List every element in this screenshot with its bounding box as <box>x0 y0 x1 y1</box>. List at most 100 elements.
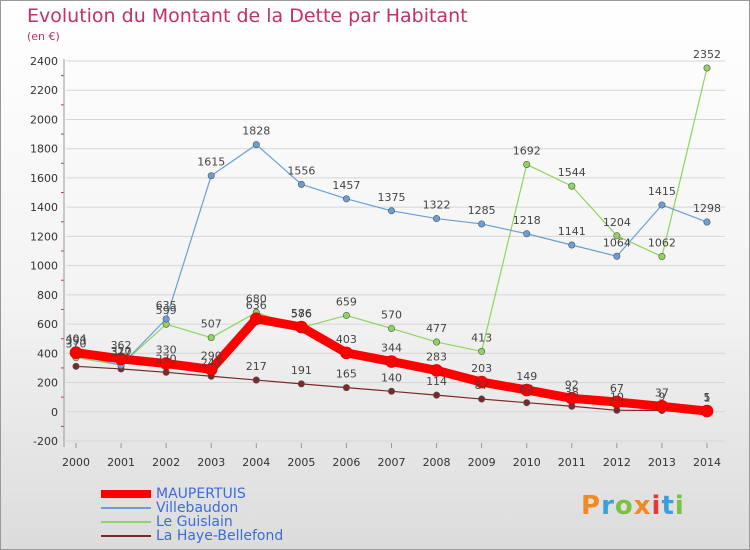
data-label: 1218 <box>513 214 541 227</box>
x-tick-label: 2000 <box>62 456 90 469</box>
data-label: 1828 <box>242 125 270 138</box>
data-point <box>478 347 486 355</box>
data-label: 1692 <box>513 144 541 157</box>
x-tick-label: 2001 <box>107 456 135 469</box>
x-tick-label: 2011 <box>558 456 586 469</box>
data-point <box>72 362 80 370</box>
data-label: 140 <box>381 371 402 384</box>
data-label: 393 <box>66 334 87 347</box>
legend-item: Le Guislain <box>101 514 283 530</box>
logo-letter: t <box>661 491 675 521</box>
data-label: 67 <box>610 382 624 395</box>
data-label: 477 <box>426 322 447 335</box>
data-point <box>387 387 395 395</box>
data-label: 1556 <box>287 164 315 177</box>
data-label: 344 <box>381 341 402 354</box>
data-label: 576 <box>291 308 312 321</box>
x-tick-label: 2007 <box>378 456 406 469</box>
y-tick-label: 1200 <box>30 230 58 243</box>
data-label: 1375 <box>378 191 406 204</box>
data-point <box>207 172 215 180</box>
data-label: 1285 <box>468 204 496 217</box>
data-label: 1141 <box>558 225 586 238</box>
y-tick-label: 1000 <box>30 260 58 273</box>
data-label: 270 <box>156 352 177 365</box>
y-tick-label: 400 <box>37 347 58 360</box>
data-label: 1204 <box>603 216 631 229</box>
data-label: 1062 <box>648 237 676 250</box>
data-label: 2352 <box>693 48 721 61</box>
chart-subtitle: (en €) <box>27 30 60 43</box>
y-tick-label: 2400 <box>30 55 58 68</box>
data-point <box>475 375 488 389</box>
data-point <box>114 352 128 366</box>
data-point <box>520 383 534 397</box>
x-tick-label: 2008 <box>423 456 451 469</box>
data-point <box>162 315 170 323</box>
data-point <box>523 230 531 238</box>
x-tick-label: 2002 <box>152 456 180 469</box>
data-point <box>658 253 666 261</box>
data-point <box>523 399 531 407</box>
data-point <box>700 404 714 418</box>
x-tick-label: 2012 <box>603 456 631 469</box>
data-label: 1298 <box>693 202 721 215</box>
y-tick-label: 1600 <box>30 172 58 185</box>
logo-letter: r <box>601 491 615 521</box>
x-tick-label: 2013 <box>648 456 676 469</box>
data-label: 659 <box>336 295 357 308</box>
y-tick-label: -200 <box>33 435 58 448</box>
data-point <box>340 346 353 360</box>
data-label: 203 <box>471 362 492 375</box>
data-label: 320 <box>111 345 132 358</box>
x-tick-label: 2010 <box>513 456 541 469</box>
data-point <box>69 346 83 360</box>
data-point <box>342 195 350 203</box>
data-point <box>655 400 669 413</box>
data-point <box>568 182 576 190</box>
data-label: 362 <box>111 339 132 352</box>
data-label: 62 <box>520 383 534 396</box>
data-point <box>252 141 260 149</box>
legend-swatch <box>101 521 151 523</box>
data-label: 243 <box>201 356 222 369</box>
x-tick-label: 2005 <box>287 456 315 469</box>
data-label: 165 <box>336 368 357 381</box>
data-point <box>613 232 621 240</box>
data-point <box>568 241 576 249</box>
data-point <box>207 334 215 342</box>
data-point <box>385 355 398 368</box>
data-label: 507 <box>201 318 222 331</box>
data-point <box>342 384 350 392</box>
logo-letter: x <box>633 491 652 521</box>
logo-letter: i <box>651 491 662 521</box>
data-label: 1544 <box>558 166 586 179</box>
data-label: 149 <box>516 370 537 383</box>
x-tick-label: 2006 <box>332 456 360 469</box>
legend-swatch <box>101 490 151 498</box>
data-point <box>387 324 395 332</box>
data-label: 114 <box>426 375 447 388</box>
data-point <box>523 160 531 168</box>
legend-swatch <box>101 507 151 509</box>
data-point <box>297 380 305 388</box>
y-tick-label: 0 <box>51 406 58 419</box>
data-point <box>204 363 218 376</box>
data-point <box>430 364 443 377</box>
data-label: 37 <box>655 386 669 399</box>
data-label: 317 <box>111 345 132 358</box>
data-label: 1 <box>704 392 711 405</box>
data-point <box>387 207 395 215</box>
legend-label: Villebaudon <box>156 500 239 516</box>
data-label: 636 <box>246 299 267 312</box>
data-label: 217 <box>246 360 267 373</box>
data-point <box>478 220 486 228</box>
x-tick-label: 2003 <box>197 456 225 469</box>
logo-letter: P <box>581 491 602 521</box>
y-tick-label: 200 <box>37 377 58 390</box>
data-label: 1415 <box>648 185 676 198</box>
data-label: 413 <box>471 331 492 344</box>
data-point <box>478 395 486 403</box>
